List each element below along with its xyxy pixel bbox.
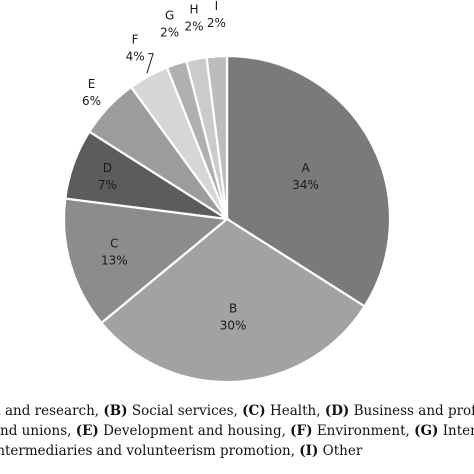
- legend-line-3: intermediaries and volunteerism promotio…: [0, 442, 362, 460]
- slice-label-a: A: [301, 161, 310, 175]
- slice-label-g: G: [165, 9, 174, 23]
- slice-percent-a: 34%: [292, 178, 319, 192]
- pie-slice-c: [62, 197, 230, 325]
- legend-line-2: and unions, (E) Development and housing,…: [0, 422, 474, 440]
- slice-percent-f: 4%: [126, 50, 145, 64]
- pie-labels: A 34% B 30% C 13% D 7% E 6% F 4% G 2% H 2% I 2%: [82, 0, 319, 333]
- legend-key: (D): [324, 403, 350, 419]
- slice-percent-b: 30%: [220, 319, 247, 333]
- legend-key: (I): [299, 443, 319, 459]
- legend-text: n and research,: [0, 403, 104, 419]
- pie-slices: [62, 54, 392, 384]
- slice-percent-g: 2%: [160, 26, 179, 40]
- slice-label-e: E: [88, 77, 96, 91]
- slice-percent-h: 2%: [184, 19, 203, 33]
- legend-text: Health,: [265, 403, 325, 419]
- leader-line-f: [146, 53, 154, 74]
- slice-percent-c: 13%: [101, 254, 128, 268]
- legend-text: Development and housing,: [98, 423, 291, 439]
- legend-text: Interna: [442, 423, 474, 439]
- legend-text: intermediaries and volunteerism promotio…: [0, 443, 300, 459]
- slice-label-h: H: [189, 2, 198, 16]
- legend-key: (B): [103, 403, 128, 419]
- legend-text: Environment,: [312, 423, 415, 439]
- pie-slice-b: [99, 217, 367, 384]
- slice-percent-i: 2%: [207, 16, 226, 30]
- slice-percent-e: 6%: [82, 94, 101, 108]
- slice-label-d: D: [103, 161, 112, 175]
- slice-label-i: I: [215, 0, 219, 13]
- legend-text: and unions,: [0, 423, 76, 439]
- slice-label-f: F: [132, 33, 139, 47]
- legend-key: (C): [242, 403, 266, 419]
- legend-text: Social services,: [127, 403, 243, 419]
- legend-line-1: n and research, (B) Social services, (C)…: [0, 402, 474, 420]
- pie-slice-i: [205, 54, 229, 220]
- legend-key: (E): [75, 423, 99, 439]
- legend-key: (F): [290, 423, 313, 439]
- legend-text: Other: [318, 443, 363, 459]
- legend-text: Business and profess: [353, 403, 474, 419]
- slice-percent-d: 7%: [98, 178, 117, 192]
- slice-label-c: C: [110, 237, 118, 251]
- slice-label-b: B: [229, 302, 237, 316]
- legend-key: (G): [414, 423, 439, 439]
